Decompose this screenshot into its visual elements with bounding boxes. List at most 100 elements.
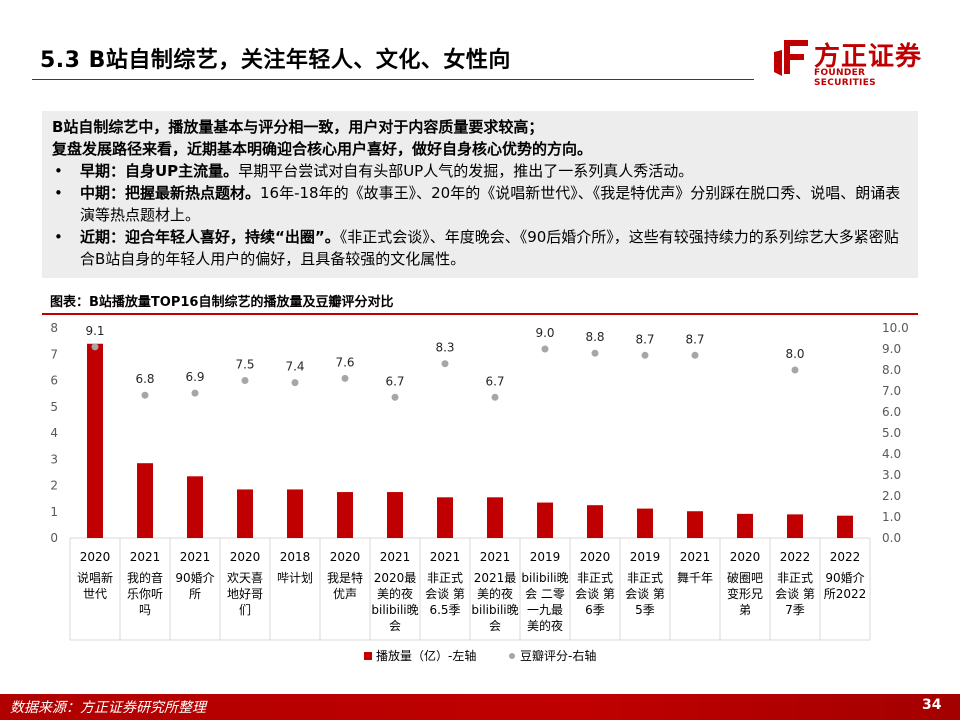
category-name-label: 会谈 第 <box>625 587 665 601</box>
category-year-label: 2019 <box>630 550 661 564</box>
category-name-label: 变形兄 <box>727 586 763 601</box>
left-axis-tick: 8 <box>50 321 58 335</box>
rating-label: 8.7 <box>685 332 704 346</box>
category-name-label: 弟 <box>739 603 751 617</box>
summary-lead-1: B站自制综艺中，播放量基本与评分相一致，用户对于内容质量要求较高； <box>52 118 544 136</box>
bullet-marker: • <box>54 184 63 202</box>
left-axis-tick: 5 <box>50 400 58 414</box>
bullet-text: 《非正式会谈》、年度晚会、《90后婚介所》，这些有较强持续力的系列综艺大多紧密贴… <box>80 228 899 268</box>
legend-bar-swatch <box>364 652 372 660</box>
views-bar <box>287 489 303 538</box>
left-axis-tick: 3 <box>50 452 58 466</box>
brand-logo: 方正证券 FOUNDER SECURITIES <box>770 36 930 88</box>
rating-marker <box>191 389 199 397</box>
brand-name-cn: 方正证券 <box>814 42 923 72</box>
legend-bar-label: 播放量（亿）-左轴 <box>376 648 476 663</box>
left-axis-tick: 6 <box>50 374 58 388</box>
category-name-label: 破圈吧 <box>727 570 763 585</box>
views-bar <box>537 502 553 538</box>
category-name-label: 我的音 <box>127 570 163 585</box>
legend-marker-swatch <box>509 653 515 659</box>
category-name-label: 地好哥 <box>227 587 263 601</box>
rating-marker <box>491 393 499 401</box>
rating-label: 9.0 <box>535 326 554 340</box>
category-year-label: 2022 <box>830 550 861 564</box>
views-bar <box>487 497 503 538</box>
right-axis-tick: 8.0 <box>882 363 901 377</box>
views-bar <box>187 476 203 538</box>
slide-title: 5.3 B站自制综艺，关注年轻人、文化、女性向 <box>40 48 511 73</box>
bullet-marker: • <box>54 228 63 246</box>
category-name-label: 90婚介 <box>175 571 214 585</box>
brand-name-en: FOUNDER SECURITIES <box>814 68 876 88</box>
category-year-label: 2020 <box>230 550 261 564</box>
rating-marker <box>241 377 249 384</box>
views-bar <box>87 343 103 538</box>
rating-label: 7.6 <box>335 355 354 369</box>
category-year-label: 2020 <box>80 550 111 564</box>
rating-label: 8.0 <box>785 347 804 361</box>
category-name-label: 非正式 <box>427 571 463 585</box>
category-name-label: 说唱新 <box>77 570 113 585</box>
bullet-heading: 中期：把握最新热点题材。 <box>80 184 261 202</box>
category-year-label: 2022 <box>780 550 811 564</box>
category-name-label: 非正式 <box>577 571 613 585</box>
rating-label: 6.9 <box>185 370 204 384</box>
category-name-label: 非正式 <box>777 571 813 585</box>
category-name-label: 所 <box>189 587 201 601</box>
bullet-heading: 近期：迎合年轻人喜好，持续“出圈”。 <box>80 228 340 246</box>
category-year-label: 2019 <box>530 550 561 564</box>
category-year-label: 2021 <box>130 550 161 564</box>
rating-marker <box>541 345 549 353</box>
category-year-label: 2021 <box>180 550 211 564</box>
category-year-label: 2021 <box>430 550 461 564</box>
right-axis-tick: 6.0 <box>882 405 901 419</box>
category-name-label: 欢天喜 <box>227 570 263 585</box>
left-axis-tick: 1 <box>50 505 58 519</box>
category-name-label: 6季 <box>585 603 605 617</box>
rating-marker <box>291 379 299 387</box>
category-name-label: 世代 <box>83 587 107 601</box>
category-name-label: 2020最 <box>374 571 417 585</box>
views-bar <box>437 497 453 538</box>
category-name-label: bilibili晚 <box>471 603 518 617</box>
left-axis-tick: 7 <box>50 347 58 361</box>
summary-bullet: • 早期：自身UP主流量。早期平台尝试对自有头部UP人气的发掘，推出了一系列真人… <box>52 160 906 182</box>
rating-label: 8.7 <box>635 332 654 346</box>
category-name-label: 优声 <box>333 587 357 601</box>
category-name-label: 会谈 第 <box>425 587 465 601</box>
category-name-label: bilibili晚 <box>521 571 568 585</box>
page-number: 34 <box>922 697 942 713</box>
rating-label: 8.8 <box>585 330 604 344</box>
category-name-label: 吗 <box>139 603 151 617</box>
rating-marker <box>591 349 599 357</box>
footer-bar <box>0 694 960 720</box>
category-name-label: 舞千年 <box>677 571 713 585</box>
views-bar <box>837 515 853 538</box>
category-name-label: 会 二零 <box>525 587 565 601</box>
views-bar <box>737 513 753 538</box>
right-axis-tick: 10.0 <box>882 321 909 335</box>
category-name-label: 7季 <box>785 603 805 617</box>
rating-label: 6.7 <box>385 374 404 388</box>
right-axis-tick: 7.0 <box>882 384 901 398</box>
rating-marker <box>341 374 349 382</box>
footer-source: 数据来源：方正证券研究所整理 <box>10 700 206 716</box>
views-bar <box>687 511 703 538</box>
rating-marker <box>391 393 399 401</box>
views-bar <box>237 489 253 538</box>
category-name-label: 会谈 第 <box>775 587 815 601</box>
summary-lead-2: 复盘发展路径来看，近期基本明确迎合核心用户喜好，做好自身核心优势的方向。 <box>52 140 593 158</box>
bullet-text: 早期平台尝试对自有头部UP人气的发掘，推出了一系列真人秀活动。 <box>238 162 694 180</box>
category-year-label: 2021 <box>680 550 711 564</box>
left-axis-tick: 0 <box>50 531 58 545</box>
category-name-label: 非正式 <box>627 571 663 585</box>
right-axis-tick: 2.0 <box>882 489 901 503</box>
views-vs-rating-chart: 0 1 2 3 4 5 6 7 8 0.0 1.0 2.0 3.0 4.0 5.0 6.0 7.0 8.0 9.0 1… <box>50 321 909 663</box>
title-divider <box>32 79 754 80</box>
right-axis-tick: 5.0 <box>882 426 901 440</box>
category-name-label: 2021最 <box>474 571 517 585</box>
category-year-label: 2020 <box>730 550 761 564</box>
bullet-text: 16年-18年的《故事王》、20年的《说唱新世代》、《我是特优声》分别踩在脱口秀… <box>80 184 901 224</box>
bullet-heading: 早期：自身UP主流量。 <box>80 162 239 180</box>
